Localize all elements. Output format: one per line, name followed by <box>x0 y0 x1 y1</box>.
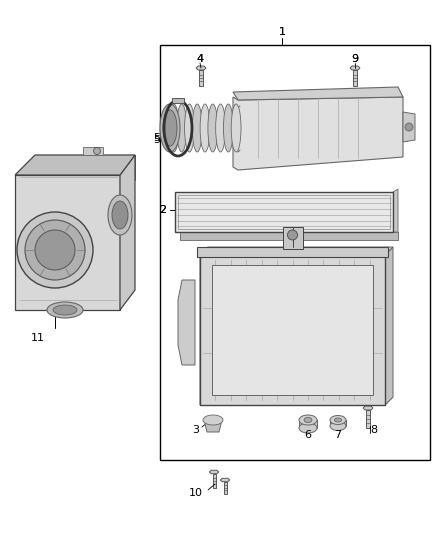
Text: 11: 11 <box>31 333 45 343</box>
Ellipse shape <box>304 417 312 423</box>
Ellipse shape <box>215 104 226 152</box>
Ellipse shape <box>208 104 218 152</box>
Text: 1: 1 <box>279 27 286 37</box>
Text: 1: 1 <box>279 27 286 37</box>
Ellipse shape <box>200 104 210 152</box>
Circle shape <box>93 148 100 155</box>
Bar <box>160 45 430 460</box>
Text: 6: 6 <box>304 430 311 440</box>
Polygon shape <box>200 247 393 255</box>
Polygon shape <box>403 112 415 142</box>
Ellipse shape <box>47 302 83 318</box>
Circle shape <box>287 230 297 240</box>
Bar <box>330 420 346 426</box>
Polygon shape <box>178 280 195 365</box>
Polygon shape <box>353 70 357 86</box>
Polygon shape <box>180 232 398 240</box>
Ellipse shape <box>203 415 223 425</box>
Polygon shape <box>366 410 370 428</box>
Bar <box>299 420 317 428</box>
Text: 4: 4 <box>196 54 204 64</box>
Ellipse shape <box>330 416 346 424</box>
Ellipse shape <box>192 104 202 152</box>
Ellipse shape <box>177 104 187 152</box>
Polygon shape <box>350 66 360 70</box>
Ellipse shape <box>163 110 177 146</box>
Circle shape <box>25 220 85 280</box>
Polygon shape <box>172 98 184 103</box>
Ellipse shape <box>53 305 77 315</box>
Polygon shape <box>200 397 393 405</box>
Ellipse shape <box>160 104 180 152</box>
Circle shape <box>405 123 413 131</box>
Bar <box>283 227 303 249</box>
Text: 8: 8 <box>371 425 378 435</box>
Bar <box>175 192 393 232</box>
Text: 5: 5 <box>153 135 160 145</box>
Text: 7: 7 <box>335 430 342 440</box>
Polygon shape <box>220 478 230 482</box>
Polygon shape <box>199 70 203 86</box>
Polygon shape <box>212 474 215 488</box>
Text: 5: 5 <box>153 133 160 143</box>
Polygon shape <box>196 66 206 70</box>
Text: 10: 10 <box>189 488 203 498</box>
Text: 2: 2 <box>159 205 166 215</box>
Polygon shape <box>363 406 373 410</box>
Ellipse shape <box>299 423 317 433</box>
Text: 9: 9 <box>351 54 359 64</box>
Polygon shape <box>205 418 221 432</box>
Bar <box>178 195 390 229</box>
Polygon shape <box>15 155 135 175</box>
Ellipse shape <box>335 418 342 422</box>
Polygon shape <box>83 147 103 155</box>
Polygon shape <box>15 175 120 310</box>
Polygon shape <box>233 87 403 100</box>
Polygon shape <box>385 247 393 405</box>
Ellipse shape <box>169 104 179 152</box>
Ellipse shape <box>223 104 233 152</box>
Circle shape <box>35 230 75 270</box>
Ellipse shape <box>330 422 346 431</box>
Polygon shape <box>200 247 208 405</box>
Polygon shape <box>233 97 403 170</box>
Bar <box>212 265 373 395</box>
Polygon shape <box>35 155 135 180</box>
Polygon shape <box>393 189 398 232</box>
Text: 2: 2 <box>159 205 166 215</box>
Ellipse shape <box>231 104 241 152</box>
Bar <box>197 247 388 257</box>
Ellipse shape <box>108 195 132 235</box>
Ellipse shape <box>112 201 128 229</box>
Polygon shape <box>120 155 135 310</box>
Circle shape <box>17 212 93 288</box>
Polygon shape <box>223 482 226 494</box>
Text: 4: 4 <box>196 54 204 64</box>
Text: 9: 9 <box>351 54 359 64</box>
Text: 3: 3 <box>192 425 199 435</box>
Bar <box>200 255 385 405</box>
Ellipse shape <box>299 415 317 425</box>
Ellipse shape <box>184 104 194 152</box>
Polygon shape <box>209 470 219 474</box>
